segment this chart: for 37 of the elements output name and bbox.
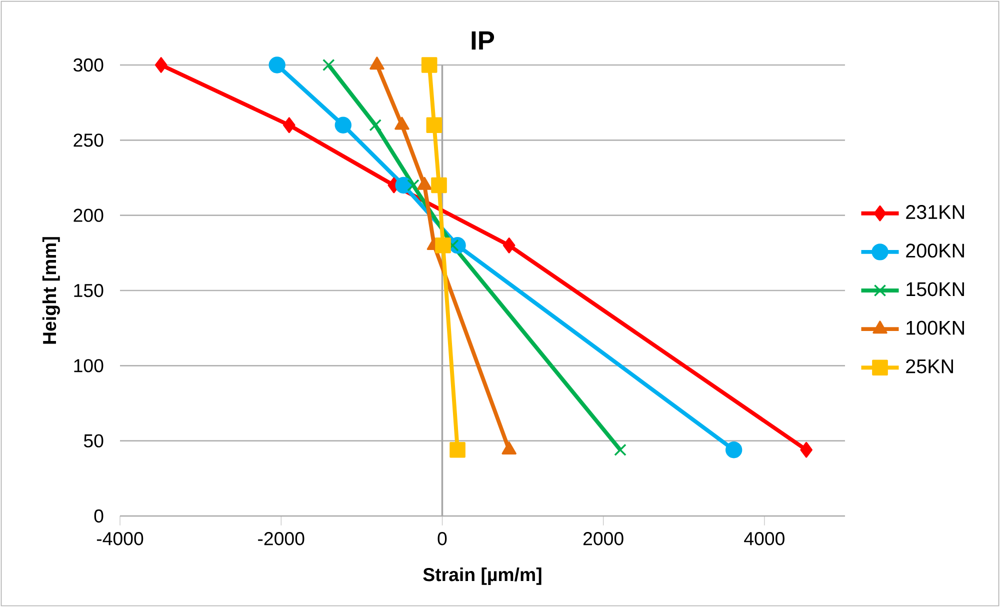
y-tick-label: 300 xyxy=(74,58,104,72)
point xyxy=(426,117,442,134)
point xyxy=(725,442,742,458)
x-tick-label: 2000 xyxy=(583,532,624,546)
point xyxy=(322,58,335,72)
x-tick-label: -2000 xyxy=(258,532,304,546)
y-tick-label: 50 xyxy=(84,434,104,448)
point xyxy=(421,57,438,73)
point xyxy=(502,237,516,254)
point xyxy=(431,177,447,194)
y-tick-label: 0 xyxy=(94,509,104,523)
point xyxy=(800,442,812,458)
point xyxy=(435,237,451,254)
legend-label: 150KN xyxy=(906,282,964,296)
y-tick-label: 100 xyxy=(74,359,104,372)
point xyxy=(268,56,286,74)
legend-label: 231KN xyxy=(906,205,964,220)
y-tick-label: 200 xyxy=(74,208,104,222)
y-axis-title: Height [mm] xyxy=(42,237,60,344)
point xyxy=(283,117,296,134)
x-axis-title: Strain [µm/m] xyxy=(423,568,542,585)
y-tick-label: 150 xyxy=(74,284,104,298)
point xyxy=(407,179,420,192)
point xyxy=(395,176,412,194)
point xyxy=(154,57,168,73)
y-tick-label: 250 xyxy=(74,134,104,147)
chart-title: IP xyxy=(472,31,494,50)
legend-label: 200KN xyxy=(906,244,964,258)
legend-label: 25KN xyxy=(906,359,953,374)
legend-label: 100KN xyxy=(906,320,964,335)
point xyxy=(450,442,466,458)
x-tick-label: -4000 xyxy=(96,532,144,546)
point xyxy=(614,444,626,456)
point xyxy=(369,118,382,132)
point xyxy=(334,116,352,134)
x-tick-label: 4000 xyxy=(744,532,784,546)
x-tick-label: 0 xyxy=(438,532,447,546)
